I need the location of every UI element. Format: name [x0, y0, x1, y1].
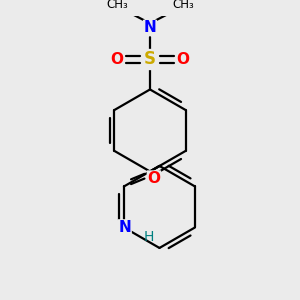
Text: CH₃: CH₃: [106, 0, 128, 11]
Text: O: O: [110, 52, 123, 67]
Text: N: N: [118, 220, 131, 235]
Text: CH₃: CH₃: [172, 0, 194, 11]
Text: S: S: [144, 50, 156, 68]
Text: O: O: [147, 171, 161, 186]
Text: N: N: [144, 20, 156, 35]
Text: H: H: [144, 230, 154, 244]
Text: O: O: [177, 52, 190, 67]
